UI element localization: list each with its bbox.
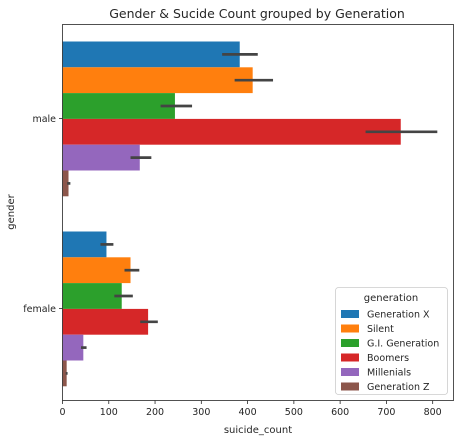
error-bars-group	[65, 53, 438, 375]
x-tick-label: 600	[331, 407, 349, 418]
bar-male-g-i-generation	[62, 93, 175, 119]
legend-label-silent: Silent	[367, 324, 394, 335]
legend-label-g-i-generation: G.I. Generation	[367, 339, 439, 350]
plot-frame	[62, 24, 454, 401]
bar-female-silent	[62, 257, 131, 284]
x-axis: 0 100 200 300 400 500 600 700 800	[59, 400, 442, 418]
bar-male-millenials	[62, 144, 140, 171]
x-tick-label: 700	[377, 407, 395, 418]
bar-male-generation-x	[62, 41, 240, 68]
bar-male-silent	[62, 67, 253, 94]
legend-title: generation	[364, 293, 418, 304]
legend-items: Generation X Silent G.I. Generation Boomers…	[341, 310, 439, 393]
legend-swatch-generation-z	[341, 382, 359, 391]
legend-box	[335, 287, 448, 395]
x-tick-label: 800	[424, 407, 442, 418]
bar-female-millenials	[62, 334, 84, 361]
legend-label-millenials: Millenials	[367, 368, 411, 379]
legend-swatch-millenials	[341, 368, 359, 376]
legend-swatch-boomers	[341, 353, 359, 362]
x-tick-label: 300	[192, 407, 210, 418]
legend-swatch-g-i-generation	[341, 339, 359, 347]
bar-female-g-i-generation	[62, 283, 122, 309]
legend: generation Generation X Silent G.I. Genera…	[335, 287, 448, 395]
x-tick-label: 500	[285, 407, 303, 418]
legend-swatch-silent	[341, 324, 359, 333]
legend-label-boomers: Boomers	[367, 353, 409, 364]
bar-male-boomers	[62, 118, 401, 145]
legend-label-generation-x: Generation X	[367, 310, 430, 321]
y-tick-label-female: female	[23, 304, 56, 315]
x-tick-label: 400	[239, 407, 257, 418]
legend-swatch-generation-x	[341, 310, 359, 318]
x-tick-label: 200	[146, 407, 164, 418]
x-axis-label: suicide_count	[224, 425, 292, 436]
y-axis: male female	[23, 114, 63, 315]
bar-female-boomers	[62, 308, 149, 335]
x-tick-label: 100	[100, 407, 118, 418]
bars-group	[62, 41, 401, 387]
bar-female-generation-x	[62, 231, 107, 258]
x-tick-label: 0	[59, 407, 65, 418]
y-axis-label: gender	[6, 193, 17, 229]
bar-female-generation-z	[62, 360, 67, 387]
chart-title: Gender & Sucide Count grouped by Generat…	[109, 6, 405, 21]
bar-male-generation-z	[62, 170, 69, 197]
legend-label-generation-z: Generation Z	[367, 382, 430, 393]
y-tick-label-male: male	[32, 114, 56, 125]
